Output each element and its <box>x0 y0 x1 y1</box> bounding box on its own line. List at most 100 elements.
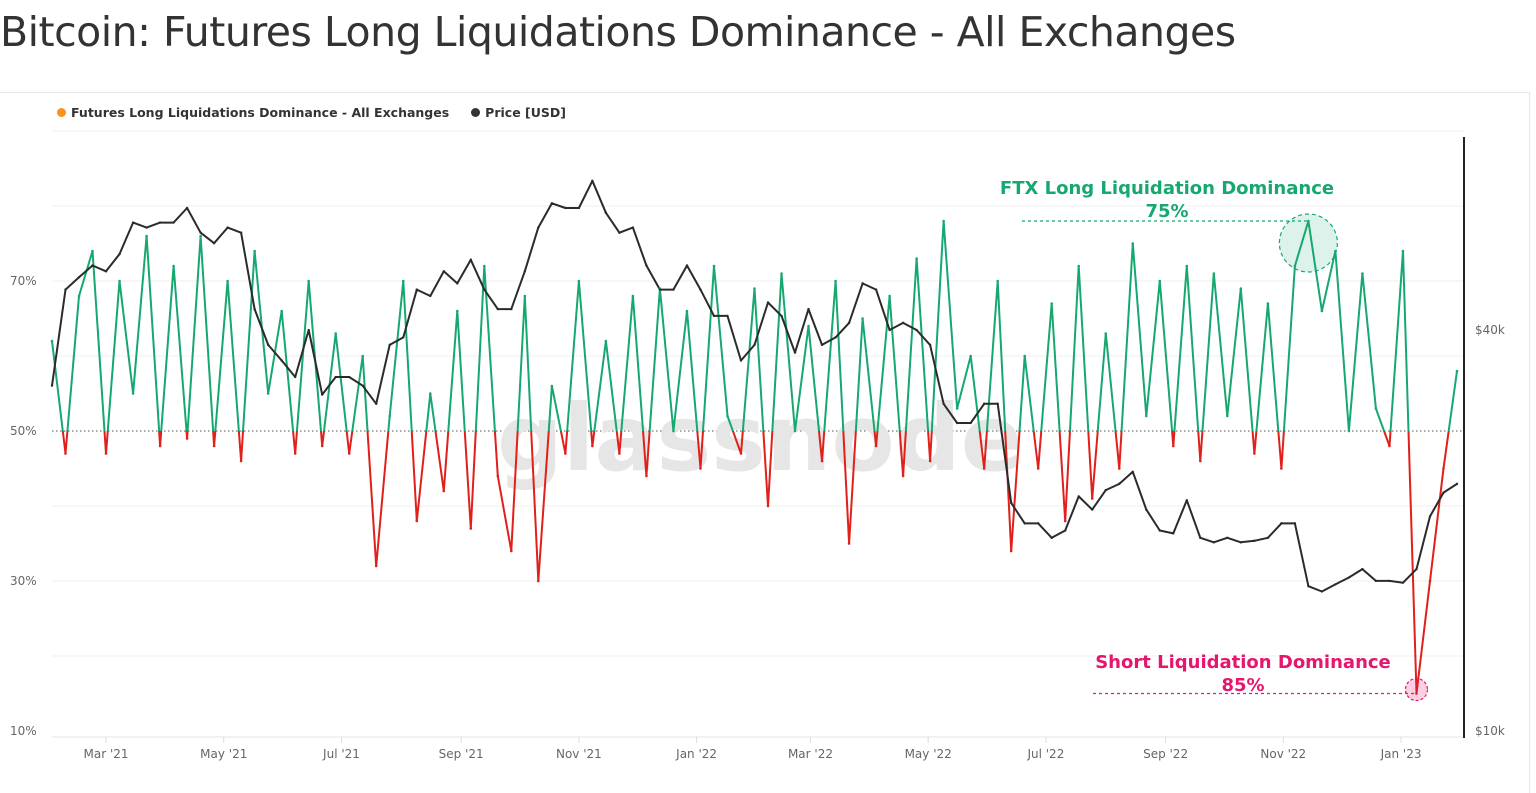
price-point <box>307 328 310 332</box>
y-right-tick-label: $40k <box>1475 323 1505 337</box>
price-point <box>820 343 824 347</box>
dominance-point <box>1023 354 1026 358</box>
legend-item-dominance[interactable]: Futures Long Liquidations Dominance - Al… <box>57 105 449 120</box>
dominance-point <box>1280 467 1283 470</box>
legend-label-price: Price [USD] <box>485 105 566 120</box>
dominance-point <box>1185 264 1189 268</box>
price-point <box>955 421 959 425</box>
price-point <box>1023 522 1026 525</box>
price-point <box>807 307 810 311</box>
y-left-tick-label: 50% <box>10 424 37 438</box>
dominance-point <box>1428 579 1432 583</box>
y-right-tick-label: $10k <box>1475 724 1505 738</box>
price-point <box>1037 522 1040 525</box>
price-point <box>1077 495 1080 498</box>
legend-marker-price <box>471 108 481 117</box>
price-point <box>1050 536 1053 540</box>
price-point <box>847 321 851 325</box>
price-point <box>1226 536 1229 540</box>
dominance-point <box>442 489 446 493</box>
dominance-point <box>226 279 229 283</box>
dominance-point <box>104 452 108 455</box>
dominance-point <box>307 279 310 283</box>
dominance-point <box>915 257 918 260</box>
dominance-point <box>347 452 351 455</box>
dominance-point <box>1293 264 1297 268</box>
price-point <box>699 288 702 291</box>
price-point <box>726 314 729 318</box>
price-point <box>591 179 594 183</box>
price-point <box>361 384 364 387</box>
dominance-point <box>1171 444 1175 448</box>
price-point <box>280 359 283 362</box>
dominance-point <box>239 459 243 463</box>
price-point <box>1374 579 1378 583</box>
price-point <box>537 226 540 229</box>
price-point <box>1158 529 1161 532</box>
legend-item-price[interactable]: Price [USD] <box>471 105 566 120</box>
price-point <box>293 375 297 379</box>
price-point <box>1455 482 1459 486</box>
chart-frame-top <box>0 92 1530 93</box>
dominance-point <box>1415 692 1418 695</box>
price-point <box>942 402 945 405</box>
dominance-point <box>685 309 689 313</box>
price-point <box>996 402 999 405</box>
price-point <box>564 206 567 210</box>
price-point <box>753 343 756 347</box>
dominance-point <box>145 234 148 238</box>
price-point <box>1145 508 1148 511</box>
price-point <box>415 288 418 291</box>
long-annotation-title: FTX Long Liquidation Dominance <box>1000 178 1334 199</box>
dominance-point <box>1009 549 1013 553</box>
dominance-point <box>91 249 94 253</box>
dominance-point <box>820 459 824 463</box>
dominance-point <box>982 467 986 470</box>
dominance-point <box>1226 414 1229 418</box>
price-point <box>50 384 54 387</box>
dominance-point <box>1253 452 1256 455</box>
price-point <box>442 270 445 273</box>
price-point <box>672 288 675 291</box>
y-left-tick-label: 30% <box>10 574 37 588</box>
price-point <box>982 402 986 405</box>
dominance-point <box>712 264 716 268</box>
dominance-point <box>672 429 675 433</box>
dominance-point <box>455 309 459 313</box>
dominance-point <box>888 294 891 298</box>
price-point <box>348 375 351 379</box>
price-point <box>874 288 878 291</box>
x-tick-label: Sep '21 <box>439 747 484 761</box>
dominance-point <box>766 504 770 508</box>
x-tick-label: Sep '22 <box>1143 747 1188 761</box>
dominance-point <box>483 264 486 268</box>
price-point <box>1064 529 1067 532</box>
price-point <box>456 282 459 285</box>
chart-title: Bitcoin: Futures Long Liquidations Domin… <box>0 8 1236 56</box>
dominance-point <box>550 384 554 388</box>
price-point <box>172 221 175 224</box>
dominance-point <box>388 414 392 418</box>
dominance-point <box>185 437 189 440</box>
price-point <box>1172 532 1175 535</box>
price-point <box>510 307 513 311</box>
dominance-point <box>955 407 959 410</box>
price-point <box>1199 536 1202 540</box>
price-point <box>1280 522 1283 525</box>
dominance-point <box>1144 414 1148 418</box>
x-tick-label: Nov '22 <box>1260 747 1306 761</box>
dominance-point <box>969 354 972 358</box>
price-point <box>1428 515 1432 518</box>
price-point <box>888 328 891 332</box>
x-tick-label: May '22 <box>905 747 952 761</box>
legend: Futures Long Liquidations Dominance - Al… <box>57 105 566 120</box>
price-point <box>1293 522 1297 525</box>
dominance-point <box>334 332 338 335</box>
dominance-point <box>77 294 81 298</box>
price-point <box>118 252 121 256</box>
price-point <box>266 343 270 347</box>
dominance-point <box>172 264 175 268</box>
dominance-point <box>1442 467 1445 470</box>
dominance-point <box>901 474 905 478</box>
dominance-point <box>618 452 621 455</box>
